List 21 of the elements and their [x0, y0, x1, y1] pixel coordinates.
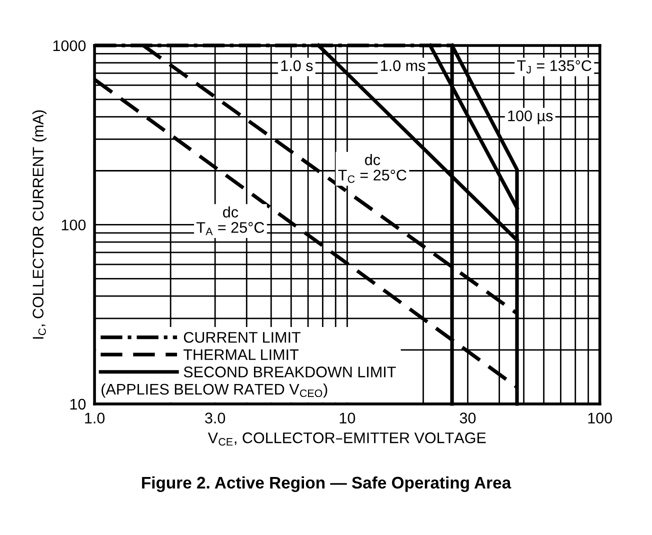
x-tick-label: 100	[588, 412, 612, 424]
legend-title: (APPLIES BELOW RATED V$_{CEO}$)	[102, 383, 328, 398]
x-tick-label: 10	[340, 412, 356, 424]
legend-label: SECOND BREAKDOWN LIMIT	[184, 366, 396, 378]
annotation: 1.0 s	[281, 60, 313, 72]
annotation: T$_{J}$ = 135°C	[517, 60, 592, 74]
x-axis-title: V$_{CE}$, COLLECTOR–EMITTER VOLTAGE	[208, 432, 486, 446]
annotation: 100 µs	[508, 110, 553, 124]
legend-label: CURRENT LIMIT	[184, 332, 301, 343]
text: dc T$_{C}$ = 25°C	[338, 154, 406, 183]
y-axis-title: I$_{C}$, COLLECTOR CURRENT (mA)	[32, 110, 47, 339]
legend-label: THERMAL LIMIT	[183, 349, 299, 360]
x-tick-label: 30	[460, 412, 476, 424]
y-tick-label: 10	[70, 398, 86, 410]
x-tick-label: 1.0	[85, 412, 105, 424]
y-tick-label: 100	[62, 220, 86, 230]
text: Figure 2. Active Region — Safe Operating Area	[142, 476, 512, 492]
x-tick-label: 3.0	[205, 412, 226, 424]
y-tick-label: 1000	[53, 40, 86, 52]
annotation: 1.0 ms	[381, 60, 426, 72]
text: dc T$_{A}$ = 25°C	[196, 206, 264, 236]
